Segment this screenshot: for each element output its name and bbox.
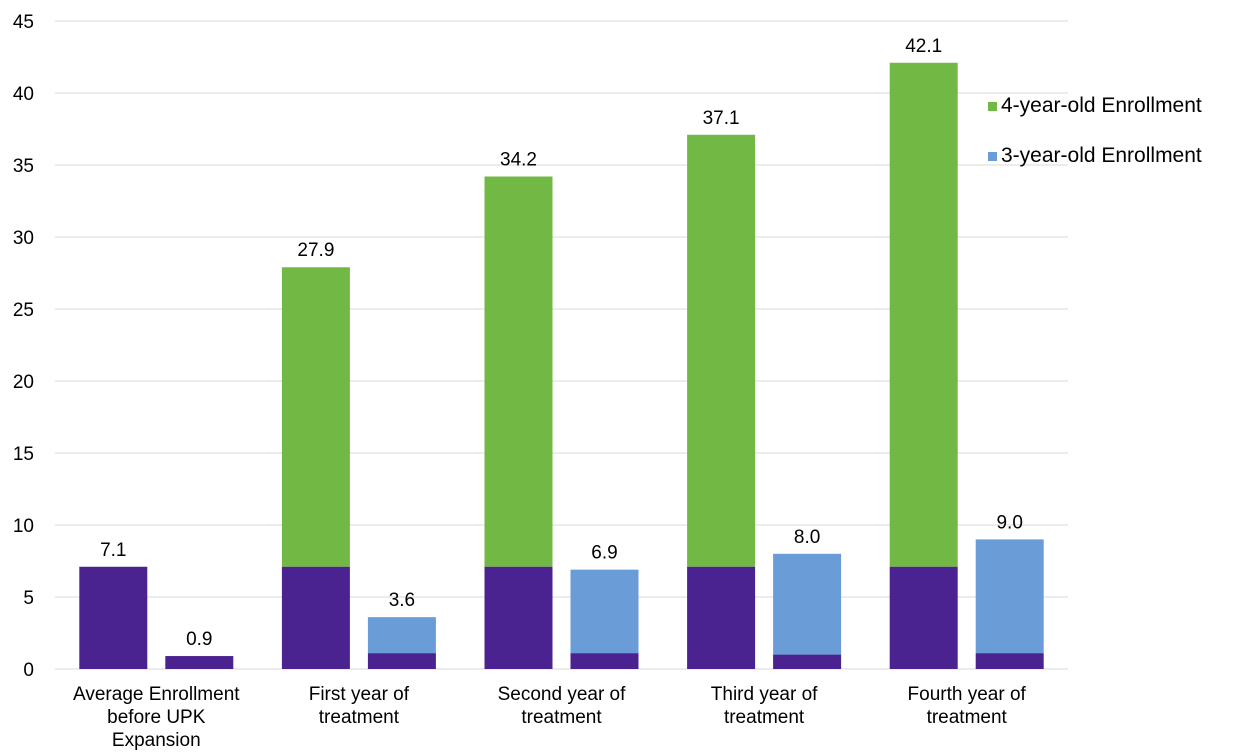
bar-4-year-old bbox=[687, 134, 756, 567]
legend-label: 3-year-old Enrollment bbox=[1001, 144, 1202, 167]
y-tick-label: 40 bbox=[13, 84, 34, 105]
y-tick-label: 20 bbox=[13, 372, 34, 393]
y-tick-label: 45 bbox=[13, 12, 34, 33]
data-label-4-year-old: 42.1 bbox=[905, 36, 942, 57]
bar-4-year-old bbox=[889, 62, 958, 567]
bar-4-year-old bbox=[281, 267, 350, 567]
x-category-label: Third year of bbox=[711, 684, 818, 705]
bar-3-year-old-baseline bbox=[975, 653, 1044, 669]
bar-4-year-old-baseline bbox=[281, 566, 350, 669]
y-tick-label: 0 bbox=[23, 660, 34, 681]
bar-4-year-old-baseline bbox=[79, 566, 148, 669]
data-label-4-year-old: 7.1 bbox=[100, 540, 126, 561]
y-axis-tick-labels: 0 5 10 15 20 25 30 35 40 45 bbox=[13, 12, 34, 681]
bar-4-year-old-baseline bbox=[889, 566, 958, 669]
data-labels: 7.1 0.9 27.9 3.6 34.2 6.9 37.1 8.0 42.1 9.0 bbox=[100, 36, 1023, 650]
bar-3-year-old bbox=[367, 617, 436, 654]
bar-3-year-old-baseline bbox=[165, 656, 234, 669]
y-tick-label: 35 bbox=[13, 156, 34, 177]
x-category-label: before UPK bbox=[107, 707, 206, 728]
data-label-4-year-old: 37.1 bbox=[703, 108, 740, 129]
y-tick-label: 5 bbox=[23, 588, 34, 609]
data-label-4-year-old: 34.2 bbox=[500, 150, 537, 171]
x-category-label: Second year of bbox=[498, 684, 627, 705]
data-label-4-year-old: 27.9 bbox=[297, 240, 334, 261]
y-tick-label: 30 bbox=[13, 228, 34, 249]
bar-4-year-old-baseline bbox=[687, 566, 756, 669]
legend-swatch bbox=[988, 102, 997, 111]
x-category-label: First year of bbox=[309, 684, 410, 705]
bar-3-year-old-baseline bbox=[367, 653, 436, 669]
bar-3-year-old bbox=[773, 553, 842, 655]
bar-3-year-old-baseline bbox=[570, 653, 639, 669]
bar-4-year-old-baseline bbox=[484, 566, 553, 669]
x-category-label: treatment bbox=[319, 707, 400, 728]
y-tick-label: 15 bbox=[13, 444, 34, 465]
x-category-label: Expansion bbox=[112, 730, 201, 751]
data-label-3-year-old: 9.0 bbox=[996, 512, 1022, 533]
data-label-3-year-old: 8.0 bbox=[794, 527, 820, 548]
x-category-label: Fourth year of bbox=[908, 684, 1027, 705]
data-label-3-year-old: 6.9 bbox=[591, 543, 617, 564]
bars bbox=[79, 62, 1044, 669]
x-category-label: Average Enrollment bbox=[73, 684, 240, 705]
legend: 4-year-old Enrollment 3-year-old Enrollme… bbox=[988, 94, 1202, 167]
x-category-label: treatment bbox=[724, 707, 805, 728]
x-category-label: treatment bbox=[521, 707, 602, 728]
legend-swatch bbox=[988, 152, 997, 161]
bar-4-year-old bbox=[484, 176, 553, 567]
y-tick-label: 10 bbox=[13, 516, 34, 537]
data-label-3-year-old: 3.6 bbox=[389, 590, 415, 611]
legend-label: 4-year-old Enrollment bbox=[1001, 94, 1202, 117]
bar-3-year-old bbox=[975, 539, 1044, 654]
bar-3-year-old bbox=[570, 569, 639, 654]
data-label-3-year-old: 0.9 bbox=[186, 629, 212, 650]
x-category-label: treatment bbox=[927, 707, 1008, 728]
y-tick-label: 25 bbox=[13, 300, 34, 321]
bar-3-year-old-baseline bbox=[773, 654, 842, 669]
